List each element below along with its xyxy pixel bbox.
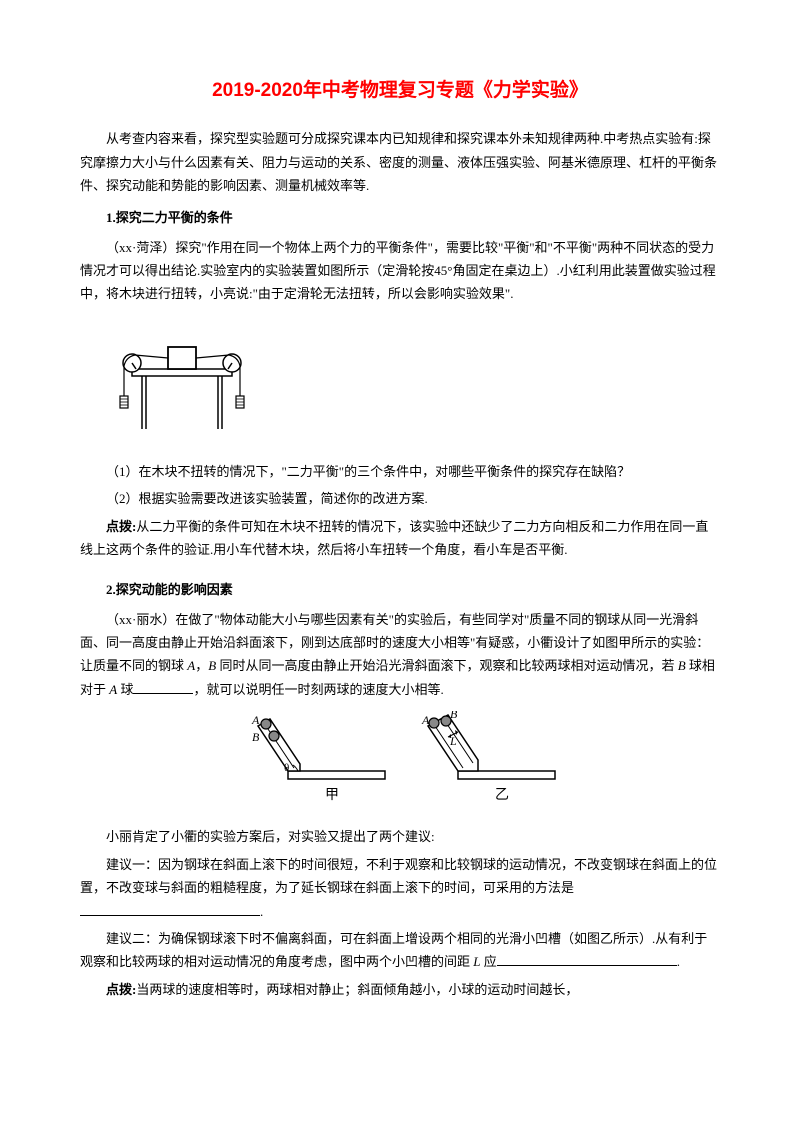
section-1-q2: （2）根据实验需要改进该实验装置，简述你的改进方案. [80, 487, 720, 510]
section-2-para-1: （xx·丽水）在做了"物体动能大小与哪些因素有关"的实验后，有些同学对"质量不同… [80, 608, 720, 702]
var-B-1: B [208, 658, 216, 673]
section-2-p2: 小丽肯定了小衢的实验方案后，对实验又提出了两个建议: [80, 825, 720, 848]
s2p1d: 球 [120, 682, 133, 697]
section-1-q1: （1）在木块不扭转的情况下，"二力平衡"的三个条件中，对哪些平衡条件的探究存在缺… [80, 460, 720, 483]
section-1-dianbo: 点拨:从二力平衡的条件可知在木块不扭转的情况下，该实验中还缺少了二力方向相反和二… [80, 515, 720, 562]
blank-3 [497, 952, 677, 966]
blank-1 [133, 680, 193, 694]
svg-text:A: A [421, 713, 430, 727]
section-2-title: 2.探究动能的影响因素 [80, 579, 720, 601]
svg-text:甲: 甲 [325, 788, 339, 803]
var-A-2: A [109, 682, 117, 697]
section-1-title: 1.探究二力平衡的条件 [80, 207, 720, 229]
dianbo-text-1: 从二力平衡的条件可知在木块不扭转的情况下，该实验中还缺少了二力方向相反和二力作用… [80, 519, 708, 557]
svg-text:乙: 乙 [495, 787, 509, 803]
svg-text:A: A [251, 713, 260, 727]
svg-text:B: B [252, 730, 260, 744]
var-A-1: A [187, 658, 195, 673]
s2p1e: ，就可以说明任一时刻两球的速度大小相等. [193, 682, 443, 697]
var-B-2: B [678, 658, 686, 673]
dianbo-text-2: 当两球的速度相等时，两球相对静止；斜面倾角越小，小球的运动时间越长， [136, 982, 578, 997]
blank-2 [80, 902, 260, 916]
s2p1b: 同时从同一高度由静止开始沿光滑斜面滚下，观察和比较两球相对运动情况，若 [219, 658, 674, 673]
dianbo-label-2: 点拨: [106, 982, 136, 997]
section-2-dianbo: 点拨:当两球的速度相等时，两球相对静止；斜面倾角越小，小球的运动时间越长， [80, 978, 720, 1001]
var-L: L [473, 954, 480, 969]
figure-2-inclines: A B θ 甲 A B L [80, 711, 720, 815]
section-2-p3: 建议一：因为钢球在斜面上滚下的时间很短，不利于观察和比较钢球的运动情况，不改变钢… [80, 853, 720, 923]
dianbo-label-1: 点拨: [106, 519, 136, 534]
figure-1-apparatus [110, 321, 720, 445]
intro-paragraph: 从考查内容来看，探究型实验题可分成探究课本内已知规律和探究课本外未知规律两种.中… [80, 127, 720, 197]
document-title: 2019-2020年中考物理复习专题《力学实验》 [80, 75, 720, 107]
s2p3: 建议一：因为钢球在斜面上滚下的时间很短，不利于观察和比较钢球的运动情况，不改变钢… [80, 857, 717, 895]
section-2-p4: 建议二：为确保钢球滚下时不偏离斜面，可在斜面上增设两个相同的光滑小凹槽（如图乙所… [80, 927, 720, 974]
svg-text:B: B [450, 711, 458, 721]
svg-text:θ: θ [284, 762, 289, 774]
section-1-para-1: （xx·菏泽）探究"作用在同一个物体上两个力的平衡条件"，需要比较"平衡"和"不… [80, 236, 720, 306]
s2p4b: 应 [484, 954, 497, 969]
